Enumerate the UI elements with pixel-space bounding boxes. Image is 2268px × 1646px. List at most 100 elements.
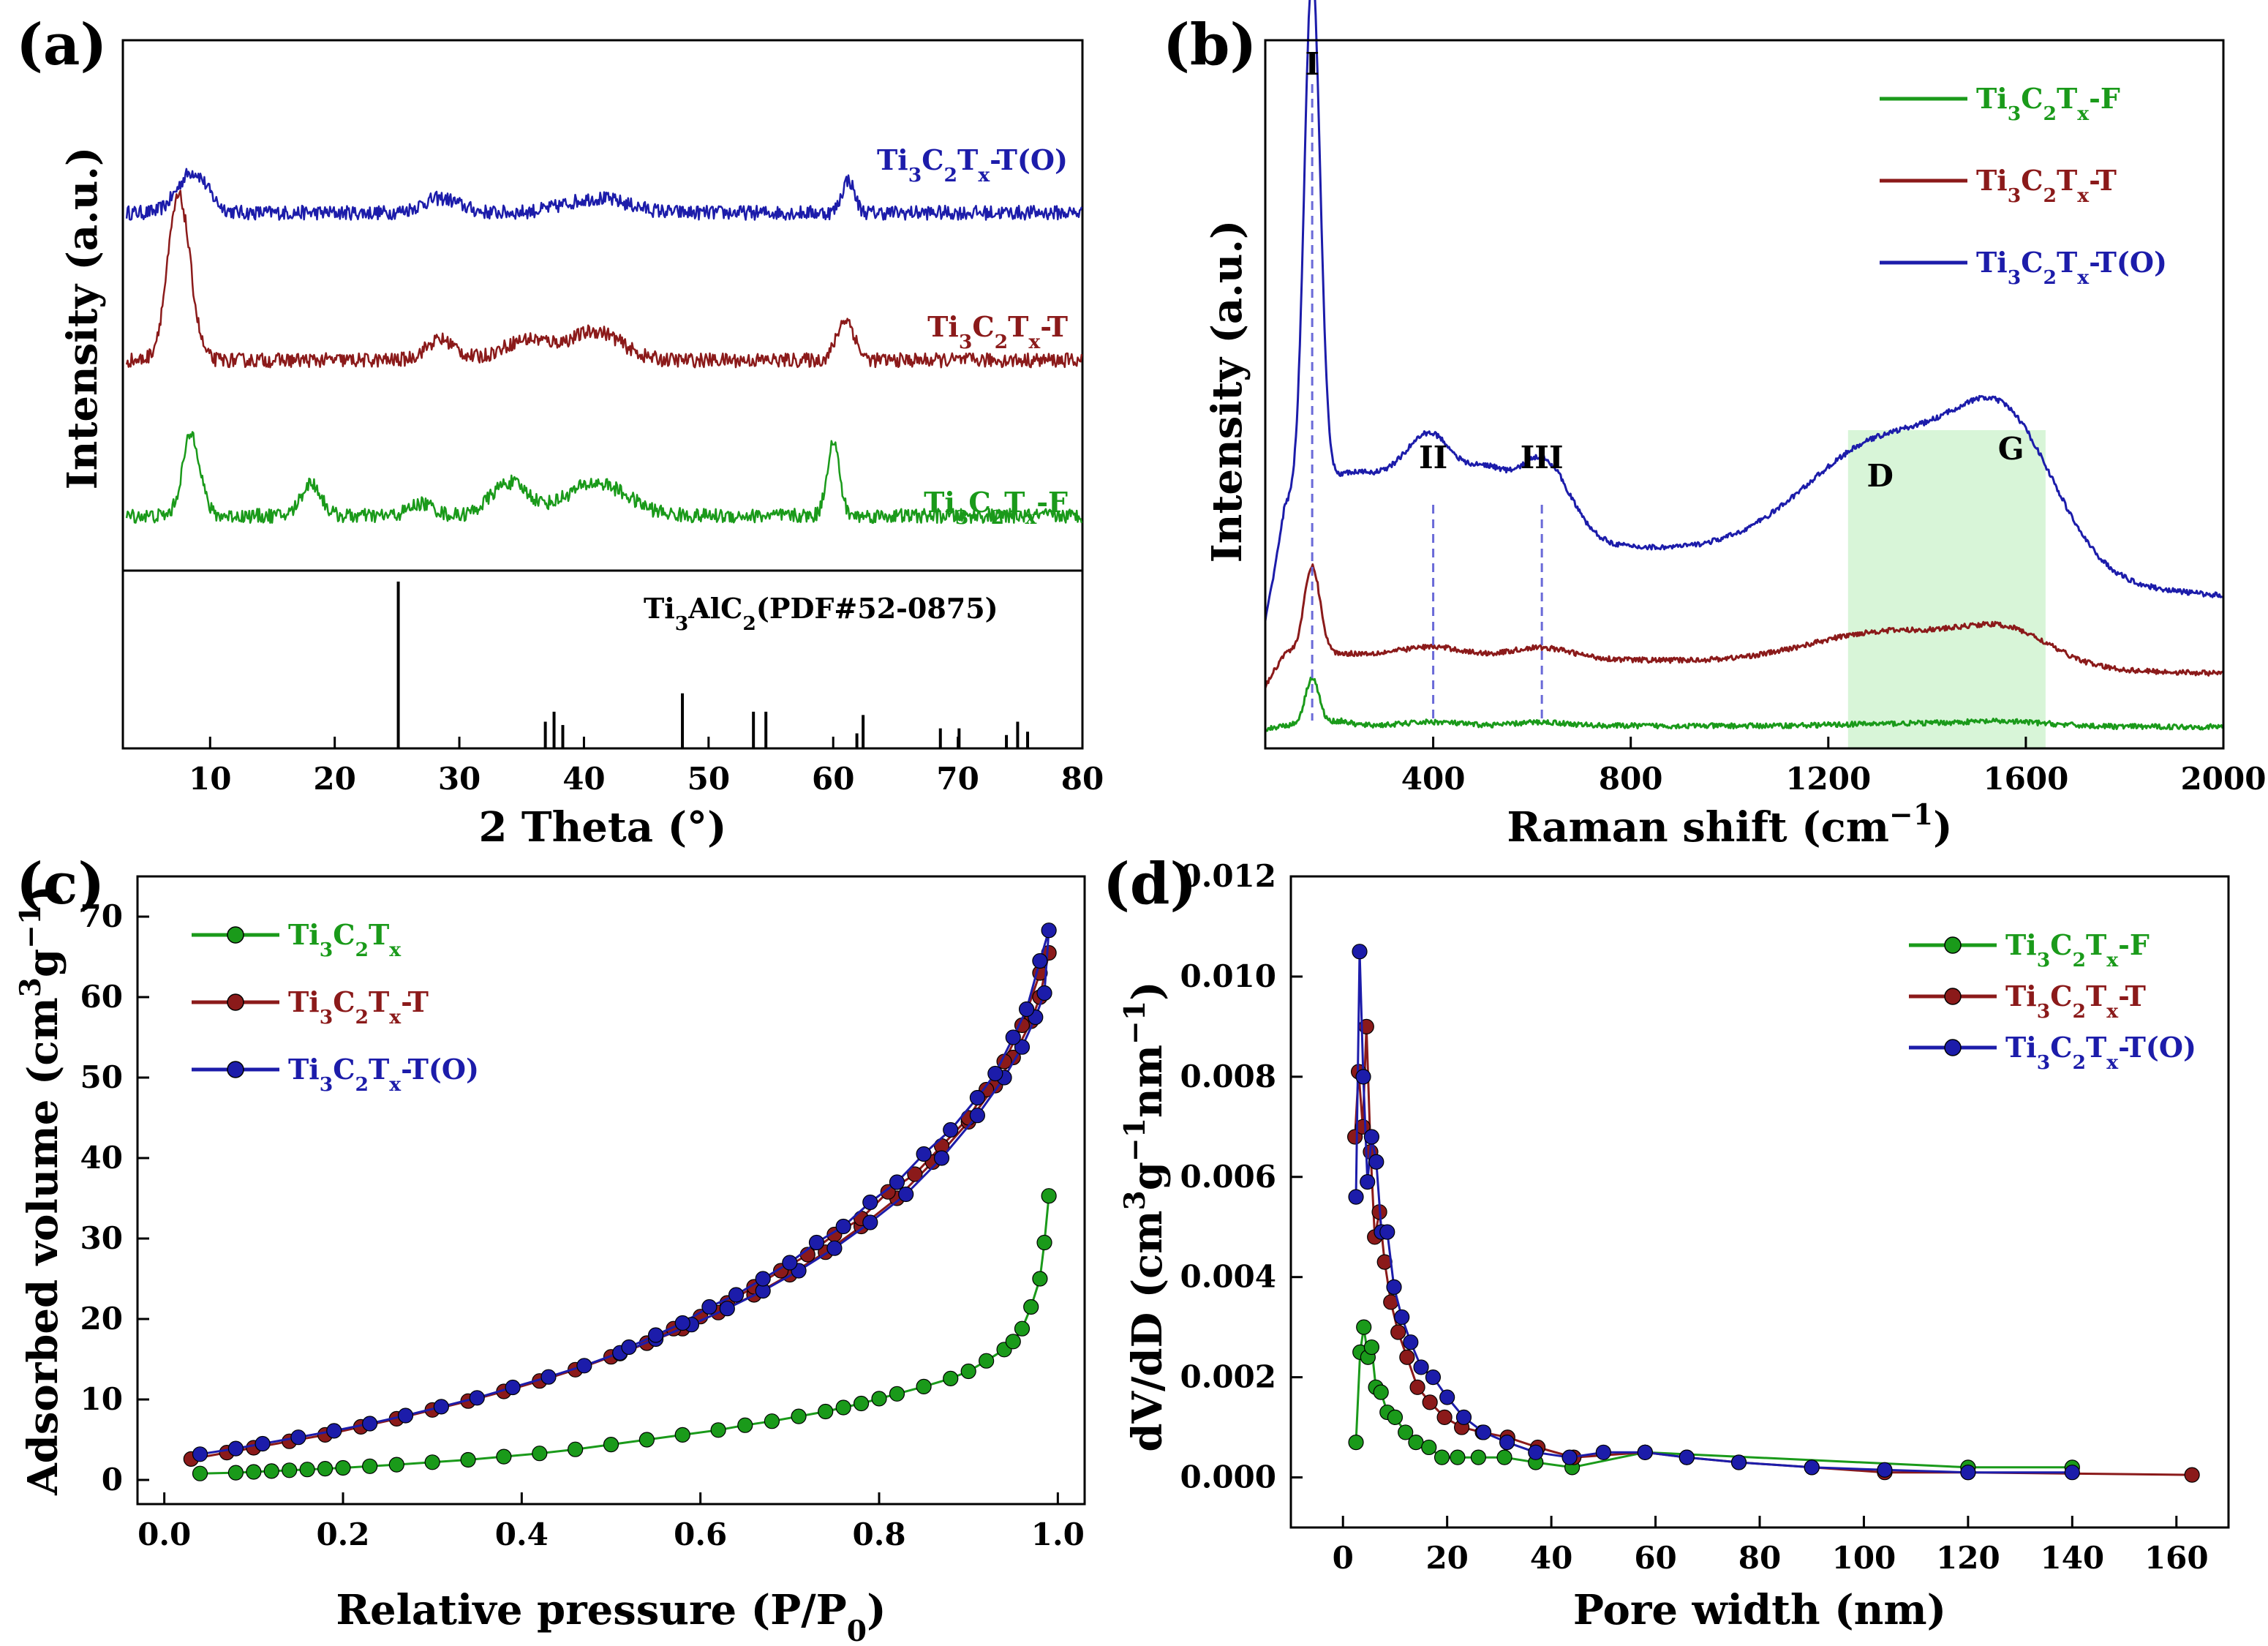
series-2 [1348,944,2080,1481]
data-point [1455,1409,1472,1425]
legend-label-part: C [2050,1031,2072,1064]
panel-a: (a)Ti3C2Tx-T(O)Ti3C2Tx-TTi3C2Tx-FTi3AlC2… [16,12,1104,852]
series-label-part: T [957,143,978,176]
legend-label-part: 3 [2037,949,2051,972]
legend-label-part: 3 [320,939,334,961]
legend-label-part: Ti [2005,980,2037,1012]
legend-label: Ti3C2Tx-F [2005,928,2150,972]
data-point [1005,1029,1021,1045]
legend: Ti3C2Tx Ti3C2Tx-T Ti3C2Tx-T(O) [192,918,479,1096]
legend-label-part: 2 [2072,1000,2086,1023]
data-point [808,1234,825,1251]
legend-label-part: 3 [320,1073,334,1096]
data-point [1408,1435,1424,1451]
data-point [1348,1189,1364,1205]
data-point [960,1363,976,1380]
data-point [1363,1129,1379,1145]
data-point [1373,1384,1389,1400]
x-axis-title-part: ) [867,1586,886,1634]
data-point [460,1451,476,1468]
reference-label: Ti3AlC2(PDF#52-0875) [644,592,998,635]
x-tick-label: 0 [1333,1540,1354,1576]
legend-marker [1944,1039,1962,1056]
series-label-part: x [978,164,990,187]
legend-label-part: 2 [355,1073,369,1096]
legend-entry-2: Ti3C2Tx-T(O) [192,1053,479,1096]
data-point [1005,1334,1021,1350]
legend-entry-1: Ti3C2Tx-T [1909,980,2146,1023]
legend-label-part: Ti [1976,246,2008,279]
data-point [1386,1279,1402,1295]
legend-entry-1: Ti3C2Tx-T [192,985,429,1029]
data-point [638,1432,655,1448]
series-label-part: T [1008,310,1028,343]
legend-marker [227,926,244,944]
y-tick-label: 0.006 [1180,1159,1276,1195]
data-point [1032,1271,1048,1287]
legend-label-part: 3 [2037,1051,2051,1074]
data-point [621,1339,637,1356]
x-tick-label: 20 [1425,1540,1468,1576]
plot-frame-a [121,39,1084,750]
series-label: Ti3C2Tx-T(O) [877,143,1068,187]
data-point [1804,1459,1820,1476]
legend-label-part: T [2086,980,2106,1012]
x-axis-title: Relative pressure (P/P0) [336,1586,886,1646]
legend-label-part: 3 [2008,102,2022,125]
data-point [979,1353,995,1369]
data-point [764,1413,780,1429]
series-label: Ti3C2Tx-F [924,486,1068,529]
y-tick-label: 0.008 [1180,1059,1276,1094]
data-point [1363,1339,1379,1356]
x-tick-label: 60 [1634,1540,1676,1576]
data-point [1398,1424,1414,1440]
legend-label-part: T [2057,164,2077,197]
series-0: Ti3C2Tx-T(O) [125,143,1083,221]
data-point [835,1218,851,1235]
legend-label-part: T [2086,928,2106,961]
data-point [755,1271,771,1287]
legend-label-part: T [369,985,389,1018]
legend-label-part: -T [2089,164,2117,197]
x-tick-label: 30 [438,761,481,797]
x-tick-label: 70 [936,761,979,797]
data-point [1360,1174,1376,1190]
data-point [1421,1439,1437,1456]
legend-label-part: T [2057,246,2077,279]
data-point [710,1422,726,1438]
data-point [728,1287,745,1303]
data-point [192,1446,208,1462]
y-axis-title-part: 3 [14,977,48,997]
legend-label-part: 3 [2008,184,2022,207]
data-point [782,1255,798,1271]
legend-label-part: Ti [288,1053,320,1086]
y-axis-title-part: −1 [14,905,48,949]
data-point [1403,1334,1419,1350]
data-point [1399,1349,1415,1365]
data-point [496,1448,512,1465]
legend-label-part: C [2021,164,2043,197]
data-point [907,1166,923,1182]
data-point [943,1370,959,1387]
series-label-part: 3 [908,164,922,187]
series-label-part: C [972,310,994,343]
x-tick-label: 80 [1738,1540,1781,1576]
plot-frame-c [136,875,1086,1506]
legend-marker [1944,988,1962,1005]
legend-label: Ti3C2Tx [288,918,402,961]
data-point [397,1408,414,1424]
legend-entry-1: Ti3C2Tx-T [1880,164,2117,207]
series-label-part: 2 [944,164,958,187]
y-tick-label: 0.000 [1180,1459,1276,1495]
data-point [818,1403,834,1420]
peak-marker-2: III [1521,440,1564,721]
reference-label-part: (PDF#52-0875) [756,592,998,625]
y-tick-label: 30 [80,1220,123,1256]
legend-entry-0: Ti3C2Tx-F [1880,82,2120,125]
legend-label-part: -T [401,985,429,1018]
x-tick-label: 400 [1401,761,1466,797]
series-label-part: C [922,143,943,176]
legend-label-part: 3 [2037,1000,2051,1023]
legend-label-part: x [2077,184,2090,207]
